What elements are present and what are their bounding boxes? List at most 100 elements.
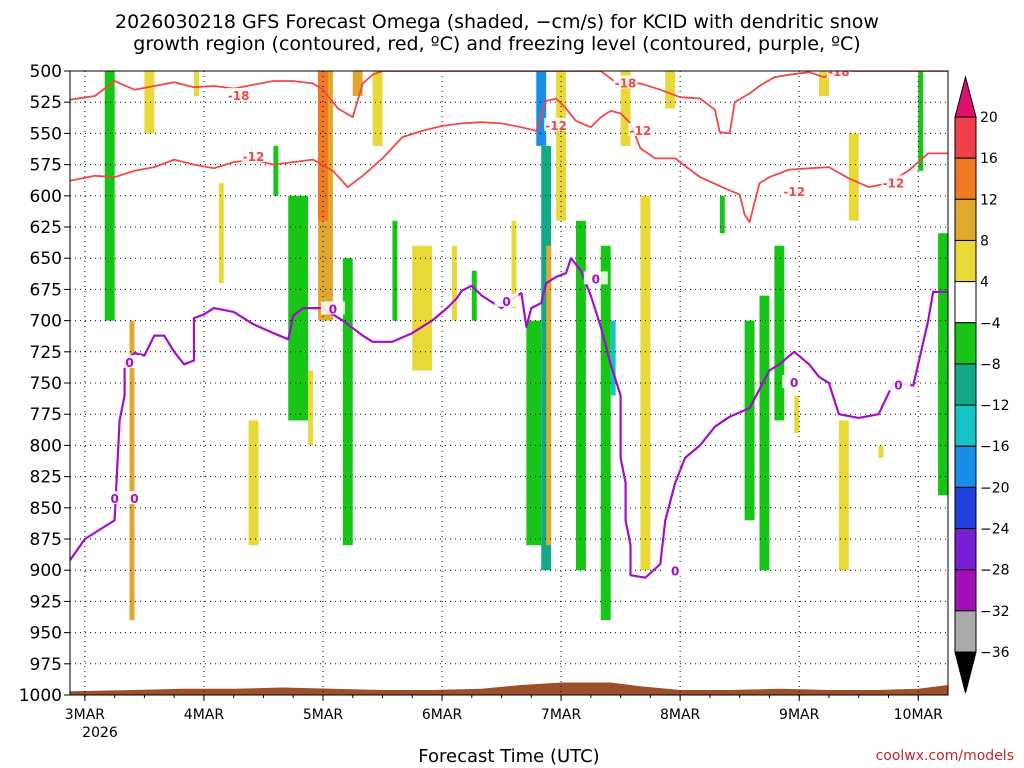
contour-label--12-1: -12 [545,119,567,133]
colorbar-label-9: −20 [980,480,1010,496]
omega-cell-10 [318,71,328,221]
colorbar-label-3: 8 [980,233,989,249]
colorbar-box-12 [954,610,977,653]
y-tick-label-6: 650 [30,249,62,269]
y-tick-label-13: 825 [30,468,62,488]
contour-label-0-5: 0 [592,272,600,286]
contour-label-bg-0-0 [117,355,142,369]
y-tick-label-19: 975 [30,655,62,675]
colorbar-box-0 [954,116,977,159]
omega-cell-8 [308,370,314,446]
colorbar-label-11: −28 [980,563,1010,579]
contour-line--18 [70,71,948,135]
colorbar-label-13: −36 [980,645,1010,661]
contour-label--18-1: -18 [615,76,637,90]
omega-cell-38 [878,445,884,458]
contour-label--12-4: -12 [883,176,905,190]
omega-cell-29 [665,71,676,109]
omega-cell-6 [273,145,279,196]
colorbar-box-3 [954,239,977,283]
contour-label-bg--12-4 [881,175,906,189]
colorbar: 20 16 12 8 4 −4 −8 −12 −16 −20 −24 −28 −32 −36 [954,75,1010,694]
y-tick-label-0: 500 [30,62,62,82]
y-axis: 500 525 550 575 600 625 650 675 700 725 750 775 800 8… [19,62,70,706]
contour-label--18-2: -18 [828,65,850,79]
colorbar-label-6: −8 [980,357,1001,373]
omega-cell-40 [938,233,948,496]
colorbar-label-1: 16 [980,151,998,167]
colorbar-label-8: −16 [980,439,1010,455]
contour-label-bg-0-2 [122,491,147,505]
omega-cell-39 [918,71,924,171]
y-tick-label-16: 900 [30,561,62,581]
contour-label-bg-0-3 [320,301,345,315]
omega-cell-30 [719,195,725,234]
contour-label-0-2: 0 [130,492,138,506]
omega-cell-3 [194,71,199,96]
colorbar-box-10 [954,528,977,571]
colorbar-box-9 [954,486,977,530]
terrain-polygon [70,682,948,695]
omega-shading [104,71,948,621]
y-tick-label-11: 775 [30,405,62,425]
y-tick-label-5: 625 [30,218,62,238]
colorbar-label-4: 4 [980,275,989,291]
x-tick-label-2: 5MAR [303,707,344,723]
omega-cell-15 [412,245,433,371]
colorbar-box-7 [954,404,977,447]
contour-line-0 [70,257,948,579]
omega-cell-35 [819,71,829,96]
omega-cell-7 [288,195,309,421]
omega-cell-34 [794,395,800,433]
omega-cell-17 [471,270,477,321]
omega-cell-18 [511,220,517,309]
colorbar-label-0: 20 [980,110,998,126]
colorbar-label-10: −24 [980,522,1010,538]
contour-label-bg--12-0 [241,149,266,163]
y-tick-label-14: 850 [30,499,62,519]
omega-cell-4 [218,183,224,284]
grid-lines [70,71,948,695]
x-tick-label-0: 3MAR [65,707,106,723]
omega-cell-19 [526,320,542,546]
y-tick-label-2: 550 [30,124,62,144]
contour-label-bg-0-1 [102,491,127,505]
omega-cell-31 [744,320,755,521]
y-tick-label-15: 875 [30,530,62,550]
colorbar-box-2 [954,198,977,241]
contour-label--12-2: -12 [783,185,805,199]
omega-cell-23 [556,71,567,221]
contour-label-0-4: 0 [502,295,510,309]
omega-cell-5 [248,420,259,546]
contour-label-bg--18-2 [826,71,851,78]
contour-label-bg-0-6 [663,563,688,577]
contour-label-bg--18-0 [226,87,251,101]
colorbar-label-5: −4 [980,316,1001,332]
colorbar-label-12: −32 [980,604,1010,620]
contour-label-0-3: 0 [329,302,337,316]
omega-cell-0 [104,71,115,321]
contour-label-bg-0-5 [583,271,608,285]
y-tick-label-9: 725 [30,343,62,363]
y-tick-label-20: 1000 [19,686,62,706]
colorbar-label-2: 12 [980,192,998,208]
y-tick-label-8: 700 [30,312,62,332]
y-tick-label-3: 575 [30,156,62,176]
omega-cell-27 [620,71,631,146]
contour-label-0-0: 0 [125,356,133,370]
y-tick-label-1: 525 [30,93,62,113]
contour-label-0-8: 0 [894,378,902,392]
x-tick-label-6: 9MAR [779,707,820,723]
omega-cell-32 [759,295,770,571]
colorbar-label-7: −12 [980,398,1010,414]
omega-cell-11 [342,258,353,546]
contour-label-bg--12-2 [782,184,807,198]
contour-label--18-0: -18 [228,89,250,103]
x-tick-label-4: 7MAR [541,707,582,723]
omega-cell-12 [352,71,363,96]
contour-label--12-3: -12 [630,124,652,138]
colorbar-box-4 [954,281,977,324]
omega-cell-36 [848,133,859,221]
